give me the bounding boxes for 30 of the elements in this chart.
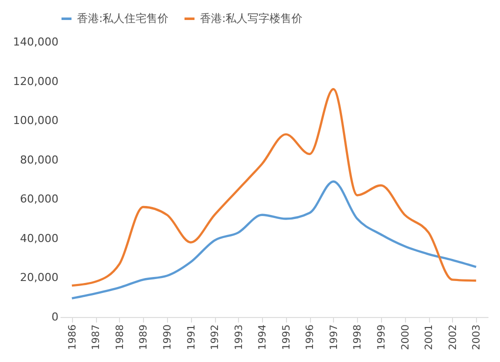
x-tick-label: 2003 [472,324,483,350]
x-tick-label: 1989 [138,324,150,350]
y-tick-label: 0 [52,310,58,324]
y-tick-label: 120,000 [13,74,58,88]
x-tick-label: 1987 [91,324,102,350]
y-tick-label: 100,000 [13,114,58,128]
y-tick-label: 140,000 [13,36,58,48]
y-tick-label: 40,000 [20,232,58,245]
x-tick-label: 1990 [162,324,174,350]
line-series [70,88,478,287]
line-series [70,180,478,300]
legend-label: 香港:私人住宅售价 [77,12,169,25]
x-tick-label: 1991 [186,324,198,350]
y-tick-label: 80,000 [20,153,58,166]
x-tick-label: 1995 [281,324,292,350]
legend-label: 香港:私人写字楼售价 [200,12,303,25]
x-tick-label: 2001 [424,324,436,350]
y-tick-label: 20,000 [20,271,58,284]
x-tick-label: 1998 [352,324,364,350]
x-tick-label: 1994 [258,324,269,350]
x-tick-label: 1999 [376,324,388,350]
x-tick-label: 1993 [234,324,245,350]
x-tick-label: 1996 [305,324,316,350]
x-tick-label: 1997 [328,324,340,350]
x-tick-label: 1988 [114,324,126,350]
x-tick-label: 1986 [67,324,78,350]
y-tick-label: 60,000 [20,192,58,206]
x-tick-label: 1992 [210,324,222,350]
x-tick-label: 2000 [400,324,412,350]
x-tick-label: 2002 [448,324,459,350]
